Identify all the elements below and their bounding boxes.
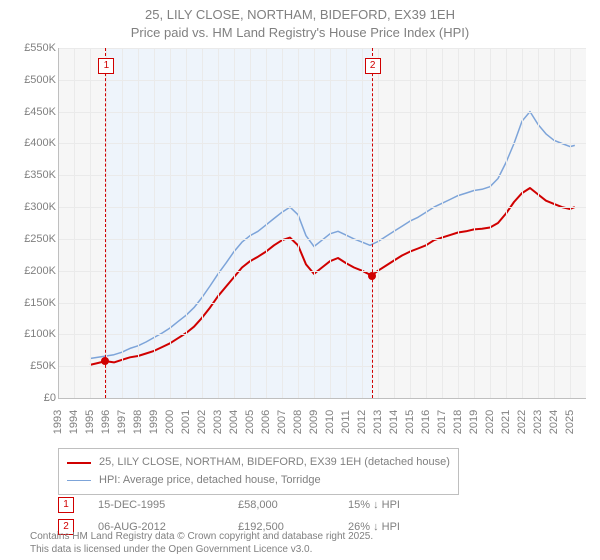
tx-date: 15-DEC-1995	[98, 499, 238, 511]
legend-label: 25, LILY CLOSE, NORTHAM, BIDEFORD, EX39 …	[99, 454, 450, 472]
y-tick-label: £200K	[8, 265, 56, 277]
grid-line-v	[410, 48, 411, 398]
grid-line-v	[218, 48, 219, 398]
y-axis	[58, 48, 59, 398]
title-line1: 25, LILY CLOSE, NORTHAM, BIDEFORD, EX39 …	[0, 6, 600, 24]
tx-marker-icon: 1	[58, 497, 74, 513]
tx-pct: 15% ↓ HPI	[348, 499, 458, 511]
legend-swatch	[67, 462, 91, 464]
grid-line-v	[330, 48, 331, 398]
x-tick-label: 2025	[558, 402, 582, 414]
tx-price: £58,000	[238, 499, 348, 511]
grid-line-v	[506, 48, 507, 398]
footer-line2: This data is licensed under the Open Gov…	[30, 543, 373, 556]
grid-line-v	[170, 48, 171, 398]
grid-line-v	[442, 48, 443, 398]
grid-line-v	[458, 48, 459, 398]
grid-line-v	[186, 48, 187, 398]
transaction-row: 1 15-DEC-1995£58,00015% ↓ HPI	[58, 494, 458, 516]
grid-line-v	[74, 48, 75, 398]
marker-box-1: 1	[98, 58, 114, 74]
grid-line-v	[282, 48, 283, 398]
legend: 25, LILY CLOSE, NORTHAM, BIDEFORD, EX39 …	[58, 448, 459, 495]
y-tick-label: £300K	[8, 201, 56, 213]
grid-line-v	[362, 48, 363, 398]
grid-line-v	[202, 48, 203, 398]
y-tick-label: £50K	[8, 360, 56, 372]
plot-area: 12	[58, 48, 586, 398]
marker-dot-2	[368, 272, 376, 280]
marker-box-2: 2	[365, 58, 381, 74]
legend-swatch	[67, 480, 91, 482]
legend-label: HPI: Average price, detached house, Torr…	[99, 472, 321, 490]
grid-line-v	[490, 48, 491, 398]
series-hpi	[90, 112, 575, 359]
grid-line-v	[298, 48, 299, 398]
footer-line1: Contains HM Land Registry data © Crown c…	[30, 530, 373, 543]
x-axis	[58, 398, 586, 399]
grid-line-v	[234, 48, 235, 398]
grid-line-v	[266, 48, 267, 398]
y-tick-label: £350K	[8, 169, 56, 181]
grid-line-v	[394, 48, 395, 398]
grid-line-v	[314, 48, 315, 398]
grid-line-v	[538, 48, 539, 398]
grid-line-v	[122, 48, 123, 398]
grid-line-v	[378, 48, 379, 398]
y-tick-label: £100K	[8, 328, 56, 340]
footer: Contains HM Land Registry data © Crown c…	[30, 530, 373, 556]
grid-line-v	[474, 48, 475, 398]
grid-line-v	[90, 48, 91, 398]
y-tick-label: £500K	[8, 74, 56, 86]
grid-line-v	[554, 48, 555, 398]
y-tick-label: £400K	[8, 137, 56, 149]
marker-line-1	[105, 48, 106, 398]
grid-line-v	[346, 48, 347, 398]
y-tick-label: £550K	[8, 42, 56, 54]
grid-line-v	[250, 48, 251, 398]
y-tick-label: £150K	[8, 297, 56, 309]
series-price_paid	[90, 188, 575, 365]
y-tick-label: £250K	[8, 233, 56, 245]
chart: 12 £0£50K£100K£150K£200K£250K£300K£350K£…	[8, 44, 592, 444]
marker-dot-1	[101, 357, 109, 365]
grid-line-v	[426, 48, 427, 398]
legend-item: HPI: Average price, detached house, Torr…	[67, 472, 450, 490]
grid-line-v	[522, 48, 523, 398]
marker-line-2	[372, 48, 373, 398]
grid-line-v	[570, 48, 571, 398]
grid-line-v	[138, 48, 139, 398]
title-line2: Price paid vs. HM Land Registry's House …	[0, 24, 600, 42]
grid-line-v	[154, 48, 155, 398]
chart-title: 25, LILY CLOSE, NORTHAM, BIDEFORD, EX39 …	[0, 0, 600, 41]
legend-item: 25, LILY CLOSE, NORTHAM, BIDEFORD, EX39 …	[67, 454, 450, 472]
y-tick-label: £450K	[8, 106, 56, 118]
